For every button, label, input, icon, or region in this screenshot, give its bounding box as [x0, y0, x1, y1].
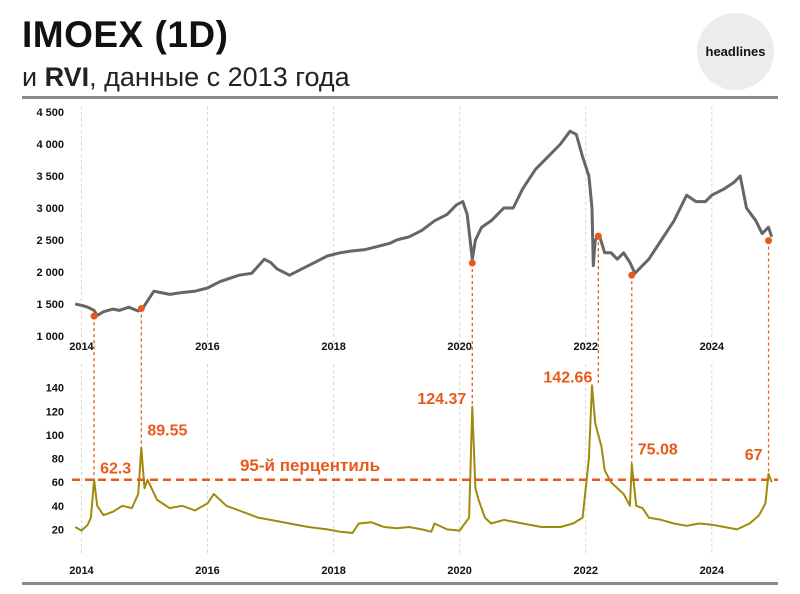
- imoex-event-marker-0: [90, 312, 98, 320]
- y-tick-label-1-5: 120: [46, 406, 64, 418]
- y-tick-label-0-7: 4 500: [36, 107, 64, 119]
- imoex-event-marker-4: [628, 271, 636, 279]
- rvi-peak-label-1: 89.55: [147, 422, 187, 439]
- imoex-event-marker-5: [765, 237, 773, 245]
- y-tick-label-0-3: 2 500: [36, 235, 64, 247]
- page-subtitle: и RVI, данные с 2013 года: [22, 62, 350, 93]
- x-tick-label-1-5: 2024: [700, 565, 725, 577]
- bottom-rule: [22, 582, 778, 585]
- headlines-logo: headlines: [697, 13, 774, 90]
- headlines-logo-text: headlines: [705, 44, 766, 59]
- rvi-peak-label-3: 142.66: [543, 370, 592, 387]
- x-tick-label-0-2: 2018: [321, 341, 345, 353]
- subtitle-prefix: и: [22, 62, 45, 92]
- y-tick-label-0-5: 3 500: [36, 171, 64, 183]
- x-tick-label-1-2: 2018: [321, 565, 345, 577]
- x-tick-label-0-0: 2014: [69, 341, 94, 353]
- top-rule: [22, 96, 778, 99]
- x-tick-label-1-3: 2020: [447, 565, 471, 577]
- imoex-event-marker-1: [137, 304, 145, 312]
- x-tick-label-1-0: 2014: [69, 565, 94, 577]
- y-tick-label-1-4: 100: [46, 430, 64, 442]
- imoex-event-marker-2: [468, 259, 476, 267]
- rvi-series-line: [74, 384, 773, 534]
- rvi-peak-label-2: 124.37: [417, 391, 466, 408]
- subtitle-suffix: , данные с 2013 года: [89, 62, 350, 92]
- y-tick-label-0-6: 4 000: [36, 139, 64, 151]
- y-tick-label-0-2: 2 000: [36, 267, 64, 279]
- y-tick-label-1-3: 80: [52, 454, 64, 466]
- imoex-series-line: [74, 129, 774, 317]
- rvi-peak-label-5: 67: [745, 447, 763, 464]
- x-tick-label-0-3: 2020: [447, 341, 471, 353]
- y-tick-label-0-1: 1 500: [36, 299, 64, 311]
- y-tick-label-0-0: 1 000: [36, 331, 64, 343]
- y-tick-label-0-4: 3 000: [36, 203, 64, 215]
- x-tick-label-0-4: 2022: [573, 341, 597, 353]
- y-tick-label-1-1: 40: [52, 501, 64, 513]
- imoex-event-marker-3: [594, 232, 602, 240]
- x-tick-label-0-5: 2024: [700, 341, 725, 353]
- x-tick-label-1-4: 2022: [573, 565, 597, 577]
- subtitle-rvi: RVI: [44, 62, 90, 92]
- y-tick-label-1-2: 60: [52, 477, 64, 489]
- x-tick-label-0-1: 2016: [195, 341, 219, 353]
- x-tick-label-1-1: 2016: [195, 565, 219, 577]
- percentile-threshold-label: 95-й перцентиль: [240, 456, 380, 475]
- page-title: IMOEX (1D): [22, 14, 229, 55]
- y-tick-label-1-6: 140: [46, 383, 64, 395]
- rvi-peak-label-4: 75.08: [638, 441, 678, 458]
- rvi-peak-label-0: 62.3: [100, 460, 131, 477]
- y-tick-label-1-0: 20: [52, 524, 64, 536]
